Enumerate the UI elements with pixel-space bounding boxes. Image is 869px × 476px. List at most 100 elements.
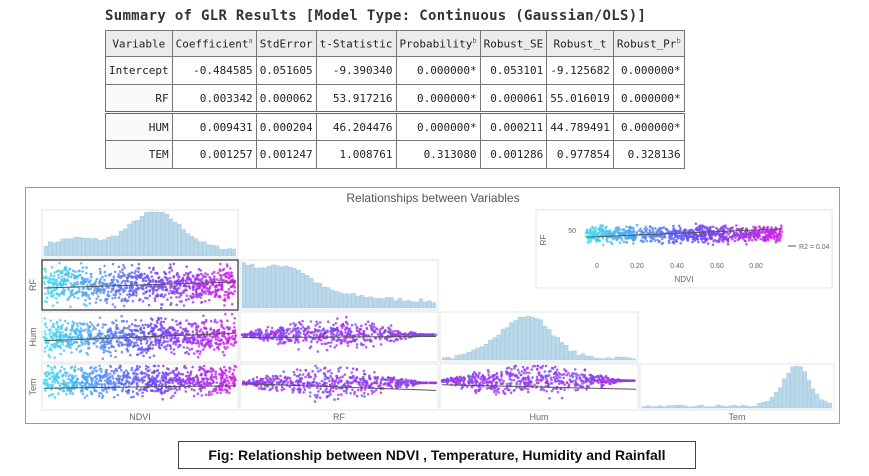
scatter-point <box>53 381 57 384</box>
scatter-point <box>52 378 55 382</box>
scatter-point <box>587 378 590 381</box>
scatter-point <box>150 275 154 278</box>
scatter-point <box>103 340 107 344</box>
scatter-point <box>45 326 48 329</box>
scatter-point <box>208 285 212 288</box>
histogram-bar <box>505 327 510 361</box>
scatter-point <box>370 327 374 331</box>
table-cell: 0.000061 <box>479 84 548 113</box>
scatter-point <box>226 346 229 349</box>
histogram-bar <box>572 350 577 361</box>
scatter-point <box>539 366 542 369</box>
scatter-point <box>195 332 199 335</box>
scatter-point <box>216 345 220 349</box>
scatter-point <box>626 379 629 382</box>
scatter-point <box>52 322 55 326</box>
scatter-point <box>166 336 169 340</box>
scatter-point <box>338 379 341 382</box>
scatter-point <box>599 224 602 227</box>
scatter-point <box>166 298 169 301</box>
scatter-point <box>121 274 124 278</box>
scatter-point <box>175 303 178 307</box>
scatter-point <box>526 367 529 370</box>
scatter-point <box>67 381 71 385</box>
scatter-point <box>88 346 91 350</box>
scatter-point <box>155 279 158 283</box>
histogram-bar <box>526 315 531 361</box>
scatter-point <box>290 339 293 342</box>
table-cell: 0.000000* <box>612 56 685 85</box>
histogram-bar <box>450 358 455 361</box>
scatter-point <box>275 331 278 334</box>
scatter-point <box>227 340 230 343</box>
scatter-point <box>549 376 553 380</box>
histogram-bar <box>778 387 783 409</box>
histogram-bar <box>774 391 779 409</box>
scatter-point <box>105 286 109 289</box>
scatter-point <box>181 372 185 376</box>
scatter-point <box>233 286 236 289</box>
scatter-point <box>387 381 390 385</box>
scatter-point <box>76 336 79 339</box>
scatter-point <box>169 289 172 293</box>
scatter-point <box>222 267 226 271</box>
histogram-bar <box>194 238 199 257</box>
scatter-point <box>262 339 266 342</box>
scatter-point <box>80 277 84 280</box>
scatter-point <box>202 338 205 342</box>
scatter-point <box>260 332 263 335</box>
scatter-point <box>52 293 55 296</box>
histogram-bar <box>169 218 174 257</box>
panel-rf-hist <box>239 259 439 311</box>
scatter-point <box>100 340 104 344</box>
scatter-point <box>521 388 524 391</box>
scatter-point <box>568 374 572 378</box>
scatter-point <box>454 380 458 384</box>
scatter-point <box>109 339 112 342</box>
scatter-point <box>73 368 76 371</box>
trend-line <box>241 383 437 391</box>
scatter-point <box>269 388 272 391</box>
scatter-point <box>197 273 201 277</box>
table-cell: RF <box>105 84 173 113</box>
scatter-point <box>211 390 214 393</box>
scatter-point <box>389 331 392 334</box>
scatter-point <box>362 332 365 336</box>
scatter-point <box>135 274 138 277</box>
scatter-point <box>221 382 225 386</box>
scatter-point <box>129 353 132 357</box>
scatter-point <box>160 286 163 290</box>
histogram-bar <box>462 353 468 361</box>
scatter-point <box>84 383 87 386</box>
scatter-point <box>502 391 506 395</box>
scatter-point <box>121 288 125 291</box>
scatter-point <box>266 325 270 329</box>
scatter-point <box>48 394 51 397</box>
scatter-point <box>324 375 327 378</box>
scatter-point <box>551 367 555 370</box>
scatter-point <box>99 298 102 302</box>
scatter-point <box>531 376 534 379</box>
histogram-bar <box>728 405 733 409</box>
histogram-bar <box>555 337 560 361</box>
scatter-point <box>187 297 190 301</box>
scatter-point <box>331 329 335 333</box>
scatter-point <box>53 366 57 369</box>
scatter-point <box>84 328 87 331</box>
scatter-point <box>135 334 138 338</box>
scatter-point <box>168 332 172 335</box>
scatter-point <box>161 288 164 291</box>
scatter-point <box>187 284 191 288</box>
scatter-point <box>525 371 528 374</box>
scatter-point <box>152 288 156 292</box>
scatter-point <box>152 371 156 374</box>
scatter-point <box>130 331 134 335</box>
scatter-point <box>328 383 332 387</box>
histogram-bar <box>695 405 700 409</box>
scatter-point <box>101 357 105 360</box>
scatter-point <box>73 281 76 285</box>
scatter-point <box>284 340 287 344</box>
scatter-point <box>205 380 208 384</box>
scatter-point <box>144 323 147 327</box>
scatter-point <box>317 390 320 393</box>
